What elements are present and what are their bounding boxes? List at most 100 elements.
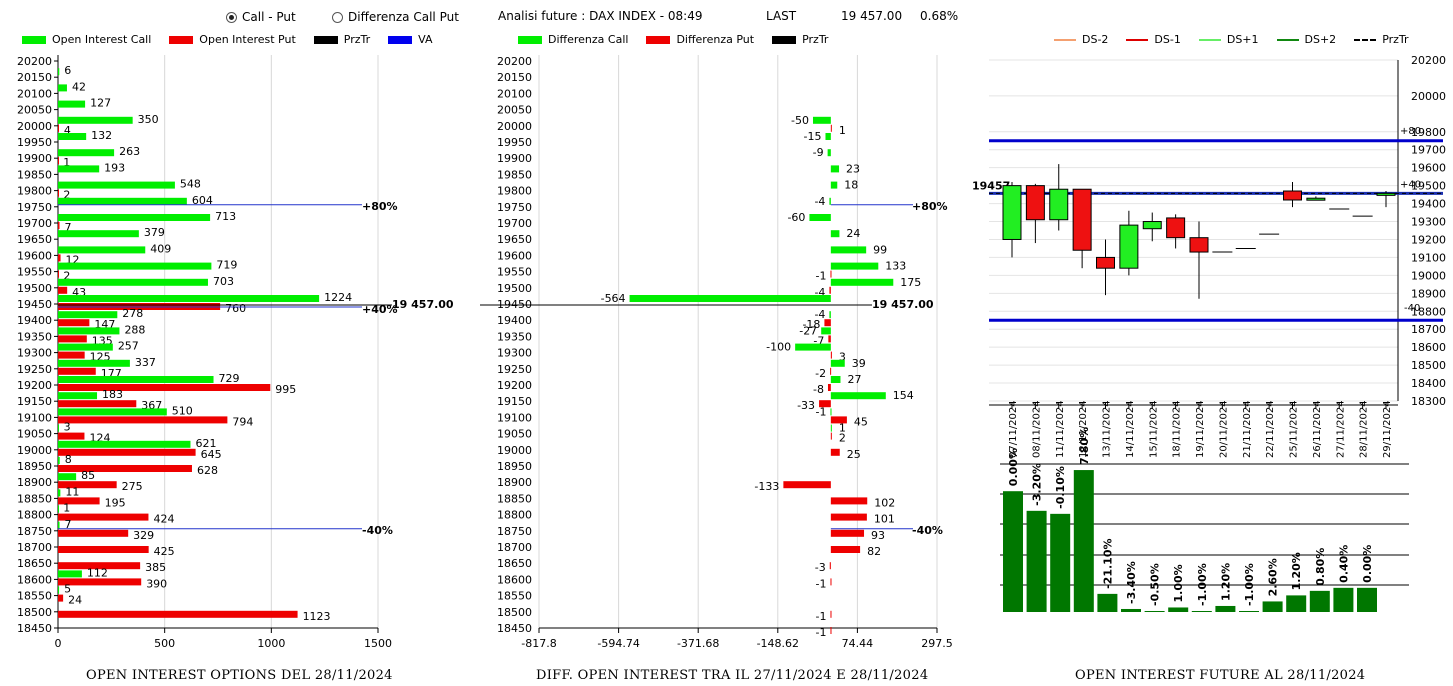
future-oi-bar-label: 1.00% [1172,564,1185,602]
radio-differenza[interactable]: Differenza Call Put [332,10,459,24]
y-tick-label: 19400 [17,314,52,327]
put-bar [58,270,59,278]
call-bar [58,570,82,578]
legend-swatch [1354,38,1377,41]
future-oi-bar-label: 0.80% [1314,548,1327,586]
y-tick-label: 19700 [1411,144,1446,157]
diff-call-label: 1 [839,422,846,435]
put-bar [58,465,192,472]
diff-call-bar [830,408,832,416]
put-bar-label: 628 [197,464,218,477]
put-bar [58,335,87,343]
put-bar [58,286,68,294]
y-tick-label: 18700 [497,541,532,554]
legend-label: Differenza Put [676,33,755,46]
y-tick-label: 19300 [1411,216,1446,229]
call-bar [58,505,59,513]
x-tick-label: 14/11/2024 [1125,400,1136,458]
y-tick-label: 18850 [17,492,52,505]
candle-body [1072,188,1092,251]
call-bar-label: 1 [63,502,70,515]
put-bar [58,529,129,537]
diff-put-bar [830,610,832,618]
call-bar [58,408,167,416]
call-bar [58,214,211,221]
legend-label: DS-1 [1154,33,1181,46]
y-tick-label: 18950 [17,460,52,473]
footer-future: OPEN INTEREST FUTURE AL 28/11/2024 [1075,668,1366,683]
call-bar-label: 729 [219,372,240,385]
candle-body [1119,224,1139,269]
diff-call-bar [795,343,831,351]
legend-item: Differenza Put [646,33,754,46]
radio-call-put[interactable]: Call - Put [226,10,296,24]
band-label: +80 [1400,126,1421,137]
legend-item: VA [388,33,433,46]
put-bar [58,254,61,262]
call-bar-label: 350 [138,113,159,126]
call-bar [58,343,113,351]
y-tick-label: 20200 [17,55,52,68]
y-tick-label: 18700 [17,541,52,554]
x-tick-label: 19/11/2024 [1195,400,1206,458]
call-bar [58,457,60,464]
legend-item: DS-2 [1054,33,1108,46]
y-tick-label: 19850 [497,168,532,181]
x-tick-label: 0 [55,637,62,650]
call-bar [58,489,61,497]
put-bar [58,546,149,553]
x-tick-label: 20/11/2024 [1218,400,1229,458]
call-bar-label: 6 [64,64,71,77]
y-tick-label: 20200 [497,55,532,68]
x-tick-label: 27/11/2024 [1335,400,1346,458]
x-tick-label: 74.44 [842,637,874,650]
call-bar [58,278,208,286]
call-bar [58,586,60,594]
legend-label: PrzTr [1382,33,1409,46]
x-tick-label: 21/11/2024 [1242,400,1253,458]
y-tick-label: 19800 [1411,126,1446,139]
legend-swatch [1198,38,1221,41]
annotation-label: +80% [912,200,948,213]
diff-put-label: 45 [854,415,868,428]
future-oi-bar-label: 0.00% [1361,545,1374,583]
put-bar-label: 2 [63,270,70,283]
y-tick-label: 19250 [17,363,52,376]
diff-put-label: 102 [874,496,895,509]
put-bar-label: 760 [225,302,246,315]
future-oi-bar-label: 1.20% [1290,552,1303,590]
y-tick-label: 19000 [497,444,532,457]
diff-call-bar [830,359,845,367]
call-bar [58,165,100,173]
put-bar [58,578,142,586]
y-tick-label: 20200 [1411,54,1446,67]
diff-put-bar [830,432,832,440]
future-oi-bar-label: -3.40% [1125,561,1138,604]
diff-put-label: -33 [797,399,815,412]
call-bar [58,473,77,481]
diff-call-bar [830,424,832,432]
y-tick-label: 19650 [497,233,532,246]
y-tick-label: 18850 [497,492,532,505]
call-bar [58,149,115,157]
diff-call-label: 39 [852,357,866,370]
legend-label: VA [418,33,433,46]
y-tick-label: 20100 [497,87,532,100]
x-tick-label: -371.68 [677,637,719,650]
diff-put-label: -1 [816,610,827,623]
call-bar [58,392,98,400]
diff-call-label: -50 [791,114,809,127]
put-bar-label: 645 [201,448,222,461]
band-label: -40 [1404,303,1420,314]
y-tick-label: 18900 [17,476,52,489]
call-bar [58,376,214,383]
y-tick-label: 19100 [1411,251,1446,264]
last-price-label: 19457 [972,179,1010,192]
call-bar [58,521,60,529]
put-bar-label: 7 [64,221,71,234]
put-bar-label: 1123 [303,610,331,623]
call-bar-label: 11 [65,485,79,498]
y-tick-label: 18950 [497,460,532,473]
annotation-label: -40% [362,524,393,537]
future-oi-bar [1144,611,1165,612]
